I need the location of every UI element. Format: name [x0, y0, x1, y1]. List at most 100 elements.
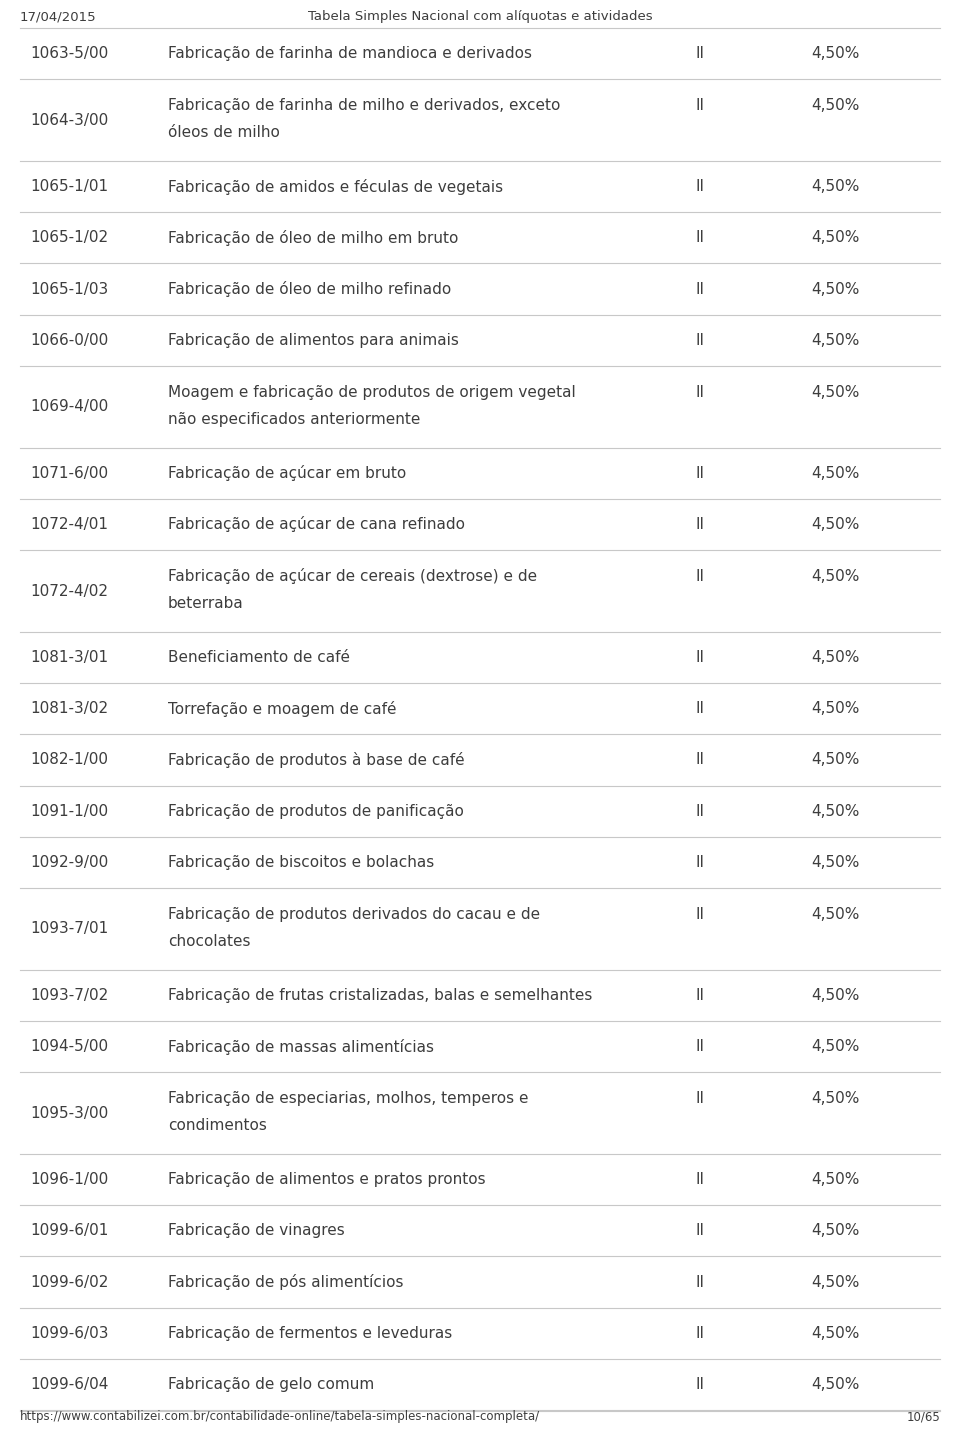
Text: 1063-5/00: 1063-5/00 [30, 46, 108, 62]
Text: Fabricação de frutas cristalizadas, balas e semelhantes: Fabricação de frutas cristalizadas, bala… [168, 987, 592, 1003]
Text: II: II [695, 46, 705, 62]
Text: Fabricação de produtos derivados do cacau e de: Fabricação de produtos derivados do caca… [168, 907, 540, 921]
Text: II: II [695, 466, 705, 481]
Text: II: II [695, 231, 705, 245]
Text: 1099-6/01: 1099-6/01 [30, 1224, 108, 1238]
Text: beterraba: beterraba [168, 596, 244, 610]
Text: II: II [695, 517, 705, 532]
Text: II: II [695, 907, 705, 921]
Text: 1066-0/00: 1066-0/00 [30, 332, 108, 348]
Text: 4,50%: 4,50% [811, 1224, 859, 1238]
Text: 4,50%: 4,50% [811, 46, 859, 62]
Text: 1094-5/00: 1094-5/00 [30, 1039, 108, 1055]
Text: II: II [695, 281, 705, 297]
Text: chocolates: chocolates [168, 934, 251, 949]
Text: II: II [695, 1091, 705, 1106]
Text: Beneficiamento de café: Beneficiamento de café [168, 651, 350, 665]
Text: II: II [695, 1377, 705, 1391]
Text: 17/04/2015: 17/04/2015 [20, 10, 97, 23]
Text: 1099-6/04: 1099-6/04 [30, 1377, 108, 1391]
Text: condimentos: condimentos [168, 1118, 267, 1134]
Text: 4,50%: 4,50% [811, 804, 859, 818]
Text: 10/65: 10/65 [906, 1410, 940, 1423]
Text: 1064-3/00: 1064-3/00 [30, 113, 108, 128]
Text: 1093-7/02: 1093-7/02 [30, 987, 108, 1003]
Text: II: II [695, 1274, 705, 1290]
Text: Tabela Simples Nacional com alíquotas e atividades: Tabela Simples Nacional com alíquotas e … [308, 10, 652, 23]
Text: https://www.contabilizei.com.br/contabilidade-online/tabela-simples-nacional-com: https://www.contabilizei.com.br/contabil… [20, 1410, 540, 1423]
Text: 4,50%: 4,50% [811, 1326, 859, 1341]
Text: 4,50%: 4,50% [811, 231, 859, 245]
Text: Torrefação e moagem de café: Torrefação e moagem de café [168, 701, 396, 716]
Text: 4,50%: 4,50% [811, 1091, 859, 1106]
Text: 4,50%: 4,50% [811, 332, 859, 348]
Text: Fabricação de alimentos e pratos prontos: Fabricação de alimentos e pratos prontos [168, 1172, 486, 1187]
Text: 4,50%: 4,50% [811, 987, 859, 1003]
Text: II: II [695, 1326, 705, 1341]
Text: 1072-4/01: 1072-4/01 [30, 517, 108, 532]
Text: Fabricação de gelo comum: Fabricação de gelo comum [168, 1377, 374, 1391]
Text: Fabricação de fermentos e leveduras: Fabricação de fermentos e leveduras [168, 1326, 452, 1341]
Text: 4,50%: 4,50% [811, 466, 859, 481]
Text: Fabricação de açúcar em bruto: Fabricação de açúcar em bruto [168, 466, 406, 481]
Text: 1071-6/00: 1071-6/00 [30, 466, 108, 481]
Text: 1065-1/01: 1065-1/01 [30, 179, 108, 195]
Text: Fabricação de óleo de milho em bruto: Fabricação de óleo de milho em bruto [168, 229, 458, 246]
Text: Fabricação de amidos e féculas de vegetais: Fabricação de amidos e féculas de vegeta… [168, 179, 503, 195]
Text: Fabricação de pós alimentícios: Fabricação de pós alimentícios [168, 1274, 403, 1290]
Text: Fabricação de açúcar de cana refinado: Fabricação de açúcar de cana refinado [168, 516, 465, 533]
Text: 4,50%: 4,50% [811, 281, 859, 297]
Text: 4,50%: 4,50% [811, 569, 859, 583]
Text: II: II [695, 384, 705, 400]
Text: II: II [695, 856, 705, 870]
Text: 4,50%: 4,50% [811, 1172, 859, 1187]
Text: Fabricação de farinha de milho e derivados, exceto: Fabricação de farinha de milho e derivad… [168, 97, 561, 113]
Text: 4,50%: 4,50% [811, 1039, 859, 1055]
Text: 4,50%: 4,50% [811, 1274, 859, 1290]
Text: 1095-3/00: 1095-3/00 [30, 1106, 108, 1121]
Text: 4,50%: 4,50% [811, 907, 859, 921]
Text: 1065-1/03: 1065-1/03 [30, 281, 108, 297]
Text: 1092-9/00: 1092-9/00 [30, 856, 108, 870]
Text: Moagem e fabricação de produtos de origem vegetal: Moagem e fabricação de produtos de orige… [168, 384, 576, 400]
Text: II: II [695, 1039, 705, 1055]
Text: II: II [695, 1224, 705, 1238]
Text: II: II [695, 332, 705, 348]
Text: Fabricação de especiarias, molhos, temperos e: Fabricação de especiarias, molhos, tempe… [168, 1091, 529, 1106]
Text: Fabricação de açúcar de cereais (dextrose) e de: Fabricação de açúcar de cereais (dextros… [168, 569, 538, 585]
Text: 1096-1/00: 1096-1/00 [30, 1172, 108, 1187]
Text: Fabricação de óleo de milho refinado: Fabricação de óleo de milho refinado [168, 281, 451, 297]
Text: Fabricação de farinha de mandioca e derivados: Fabricação de farinha de mandioca e deri… [168, 46, 532, 62]
Text: 4,50%: 4,50% [811, 384, 859, 400]
Text: II: II [695, 97, 705, 113]
Text: Fabricação de biscoitos e bolachas: Fabricação de biscoitos e bolachas [168, 856, 434, 870]
Text: II: II [695, 651, 705, 665]
Text: 1069-4/00: 1069-4/00 [30, 400, 108, 414]
Text: II: II [695, 569, 705, 583]
Text: 4,50%: 4,50% [811, 97, 859, 113]
Text: 4,50%: 4,50% [811, 752, 859, 768]
Text: 1081-3/02: 1081-3/02 [30, 701, 108, 716]
Text: 1072-4/02: 1072-4/02 [30, 583, 108, 599]
Text: 1099-6/03: 1099-6/03 [30, 1326, 108, 1341]
Text: 4,50%: 4,50% [811, 517, 859, 532]
Text: 4,50%: 4,50% [811, 1377, 859, 1391]
Text: II: II [695, 987, 705, 1003]
Text: 4,50%: 4,50% [811, 651, 859, 665]
Text: II: II [695, 752, 705, 768]
Text: 1099-6/02: 1099-6/02 [30, 1274, 108, 1290]
Text: II: II [695, 179, 705, 195]
Text: 4,50%: 4,50% [811, 856, 859, 870]
Text: Fabricação de produtos à base de café: Fabricação de produtos à base de café [168, 752, 465, 768]
Text: 1082-1/00: 1082-1/00 [30, 752, 108, 768]
Text: 1081-3/01: 1081-3/01 [30, 651, 108, 665]
Text: 4,50%: 4,50% [811, 179, 859, 195]
Text: 4,50%: 4,50% [811, 701, 859, 716]
Text: 1065-1/02: 1065-1/02 [30, 231, 108, 245]
Text: 1093-7/01: 1093-7/01 [30, 921, 108, 936]
Text: não especificados anteriormente: não especificados anteriormente [168, 411, 420, 427]
Text: Fabricação de produtos de panificação: Fabricação de produtos de panificação [168, 804, 464, 818]
Text: óleos de milho: óleos de milho [168, 125, 280, 140]
Text: Fabricação de vinagres: Fabricação de vinagres [168, 1224, 345, 1238]
Text: Fabricação de alimentos para animais: Fabricação de alimentos para animais [168, 332, 459, 348]
